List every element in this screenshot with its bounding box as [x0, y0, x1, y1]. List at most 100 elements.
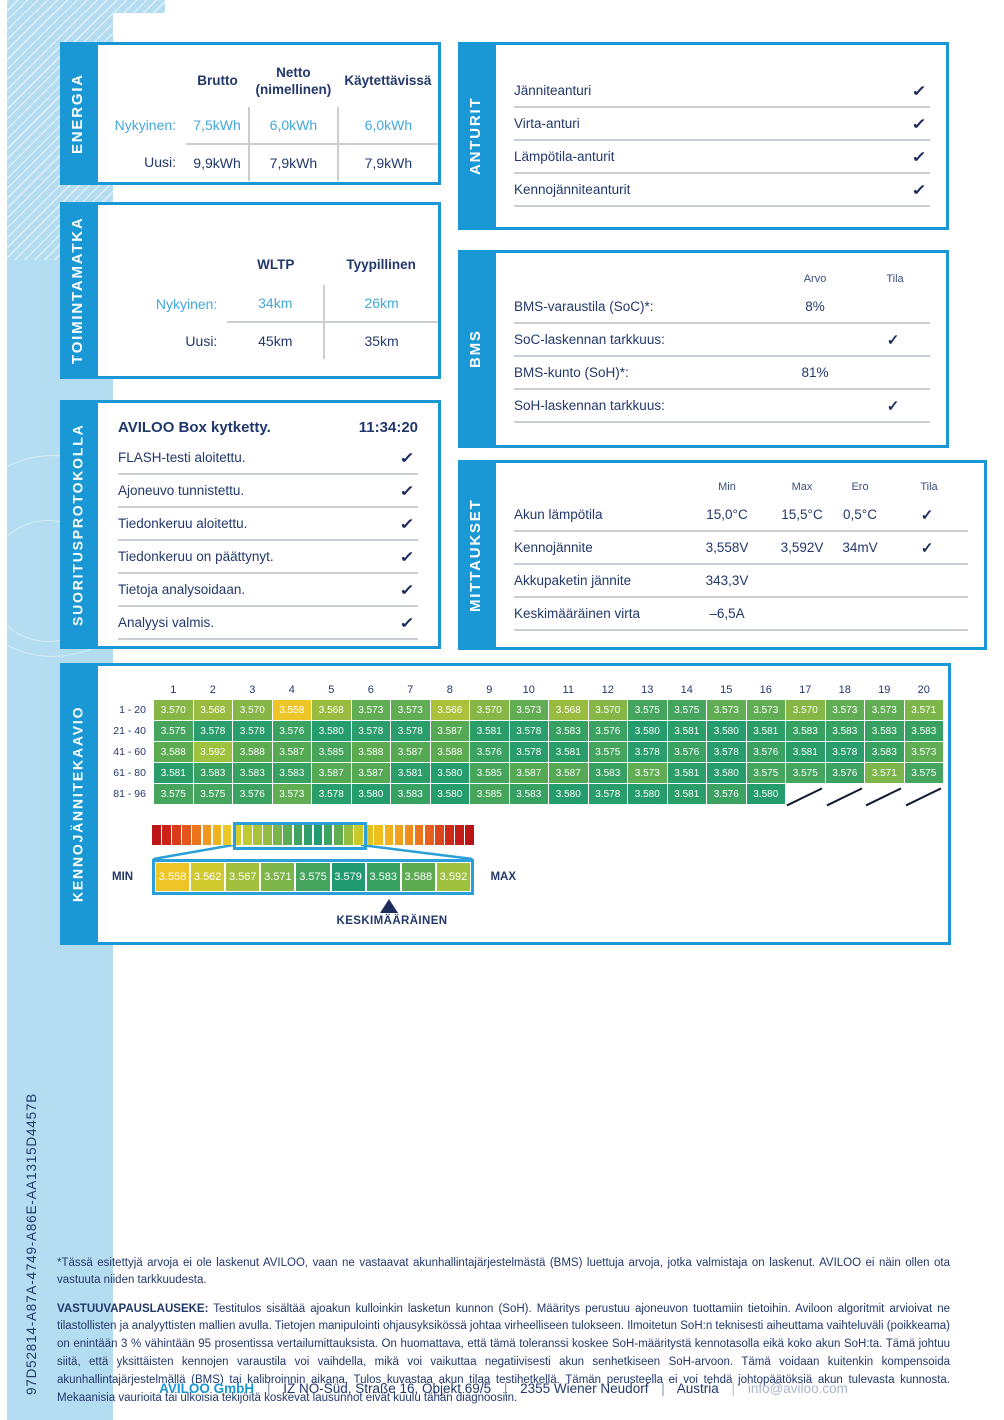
heatmap-row-label: 61 - 80	[105, 763, 153, 783]
check-icon: ✓	[911, 148, 928, 166]
heatmap-cell: 3.587	[509, 763, 548, 783]
footer-separator: |	[266, 1381, 271, 1396]
protocol-section: SUORITUSPROTOKOLLA AVILOO Box kytketty. …	[60, 400, 441, 649]
range-new-typical: 35km	[323, 322, 438, 359]
heatmap-row: 81 - 96 3.575 3.575 3.576 3.573 3.578 3.580 3.5…	[105, 784, 943, 804]
heatmap-cell: 3.588	[233, 742, 272, 762]
heatmap-empty-cell	[904, 784, 943, 804]
bms-col-tila: Tila	[886, 273, 904, 285]
company-country: Austria	[676, 1381, 719, 1396]
heatmap-cell: 3.580	[707, 763, 746, 783]
heatmap-cell: 3.576	[746, 742, 785, 762]
bms-row-soh-accuracy: SoH-laskennan tarkkuus: ✓	[514, 390, 930, 423]
gradient-segment	[354, 825, 363, 845]
heatmap-cell: 3.580	[430, 784, 469, 804]
heatmap-empty-cell	[825, 784, 864, 804]
legend-cells: 3.558 3.562 3.567 3.571 3.575 3.579 3.583 3.588…	[152, 859, 474, 895]
sensors-section: ANTURIT Jänniteanturi ✓ Virta-anturi ✓ Lämpö…	[458, 42, 949, 230]
heatmap-cell: 3.587	[391, 742, 430, 762]
heatmap-cell: 3.581	[786, 742, 825, 762]
heatmap-cell: 3.573	[272, 784, 311, 804]
company-address: IZ NÖ-Süd, Straße 16, Objekt 69/5	[283, 1381, 492, 1396]
bms-section: BMS Arvo Tila BMS-varaustila (SoC)*: 8% …	[458, 250, 949, 448]
average-label: KESKIMÄÄRÄINEN	[336, 915, 448, 927]
heatmap-cell: 3.578	[351, 721, 390, 741]
measurement-min: 343,3V	[705, 573, 749, 588]
heatmap-cell: 3.573	[904, 742, 943, 762]
heatmap-cell: 3.573	[865, 700, 904, 720]
range-col-typical: Tyypillinen	[346, 256, 416, 272]
footer-separator: |	[661, 1381, 665, 1396]
heatmap-col-header: 1	[170, 684, 177, 696]
heatmap-col-header: 10	[522, 684, 535, 696]
gradient-segment	[253, 825, 262, 845]
heatmap-cell: 3.573	[351, 700, 390, 720]
protocol-steps-list: FLASH-testi aloitettu. ✓ Ajoneuvo tunniste…	[118, 442, 418, 640]
heatmap-cell: 3.583	[233, 763, 272, 783]
measurement-rows: Akun lämpötila 15,0°C 15,5°C 0,5°C ✓ Kennojän…	[514, 499, 968, 631]
measurement-row: Keskimääräinen virta –6,5A	[514, 598, 968, 631]
sensor-label: Kennojänniteanturit	[514, 182, 631, 197]
range-col-wltp: WLTP	[257, 256, 295, 272]
heatmap-cell: 3.573	[509, 700, 548, 720]
protocol-title-row: AVILOO Box kytketty. 11:34:20	[118, 419, 418, 436]
measurement-row: Akun lämpötila 15,0°C 15,5°C 0,5°C ✓	[514, 499, 968, 532]
protocol-step: Analyysi valmis. ✓	[118, 607, 418, 640]
heatmap-cell: 3.580	[312, 721, 351, 741]
gradient-segment	[212, 825, 222, 845]
heatmap-row: 21 - 40 3.575 3.578 3.578 3.576 3.580 3.578 3.5…	[105, 721, 943, 741]
range-table: WLTP Tyypillinen Nykyinen: 34km 26km Uus…	[108, 247, 438, 359]
heatmap-cell: 3.575	[667, 700, 706, 720]
scale-zoom-window	[233, 822, 367, 850]
heatmap-cell: 3.585	[312, 742, 351, 762]
range-row-new-label: Uusi:	[185, 332, 218, 349]
protocol-step-label: Ajoneuvo tunnistettu.	[118, 483, 245, 498]
heatmap-cell: 3.570	[786, 700, 825, 720]
heatmap-cell: 3.581	[391, 763, 430, 783]
heatmap-cell: 3.573	[707, 700, 746, 720]
energia-row-new-label: Uusi:	[144, 154, 177, 171]
energia-current-available: 6,0kWh	[336, 106, 438, 145]
gradient-segment	[172, 825, 181, 845]
measurement-row: Akkupaketin jännite 343,3V	[514, 565, 968, 598]
sensor-list: Jänniteanturi ✓ Virta-anturi ✓ Lämpötila-ant…	[514, 75, 930, 207]
energia-col-kaytettavissa: Käytettävissä	[344, 73, 432, 89]
heatmap-col-header: 2	[209, 684, 216, 696]
bms-row-soc: BMS-varaustila (SoC)*: 8%	[514, 291, 930, 324]
energia-section: ENERGIA Brutto Netto (nimellinen) Käytet…	[60, 42, 441, 185]
gradient-segment	[273, 825, 282, 845]
measurement-max: 3,592V	[780, 540, 824, 555]
legend-cell: 3.583	[366, 863, 400, 891]
heatmap-cell: 3.578	[233, 721, 272, 741]
measurements-section-label: MITTAUKSET	[458, 460, 493, 650]
gradient-segment	[424, 825, 434, 845]
measurement-label: Akkupaketin jännite	[514, 573, 632, 588]
disclaimer-title: VASTUUVAPAUSLAUSEKE:	[57, 1302, 209, 1315]
check-icon: ✓	[886, 331, 900, 349]
sensor-row: Jänniteanturi ✓	[514, 75, 930, 108]
heatmap-cell: 3.575	[904, 763, 943, 783]
gradient-segment	[222, 825, 232, 845]
check-icon: ✓	[920, 539, 934, 557]
company-city: 2355 Wiener Neudorf	[520, 1381, 649, 1396]
sensor-label: Jänniteanturi	[514, 83, 592, 98]
bms-section-label: BMS	[458, 250, 493, 448]
heatmap-cell: 3.578	[707, 742, 746, 762]
heatmap-cell: 3.592	[193, 742, 232, 762]
heatmap-cell: 3.588	[430, 742, 469, 762]
scale-legend: MIN 3.558 3.562 3.567 3.571 3.575 3.579 3.583 3…	[112, 859, 516, 895]
heatmap-row: 41 - 60 3.588 3.592 3.588 3.587 3.585 3.588 3.5…	[105, 742, 943, 762]
sensor-row: Lämpötila-anturit ✓	[514, 141, 930, 174]
heatmap-cell: 3.580	[628, 784, 667, 804]
heatmap-col-header: 14	[680, 684, 693, 696]
heatmap-empty-cell	[786, 784, 825, 804]
measurement-tila: ✓	[890, 539, 968, 557]
gradient-segment	[394, 825, 404, 845]
heatmap-cell: 3.576	[588, 721, 627, 741]
heatmap-col-header: 15	[720, 684, 733, 696]
heatmap-row-label: 41 - 60	[105, 742, 153, 762]
bms-row-soh: BMS-kunto (SoH)*: 81%	[514, 357, 930, 390]
measurement-ero: 0,5°C	[843, 507, 877, 522]
protocol-title: AVILOO Box kytketty.	[118, 419, 271, 436]
heatmap-cell: 3.568	[549, 700, 588, 720]
